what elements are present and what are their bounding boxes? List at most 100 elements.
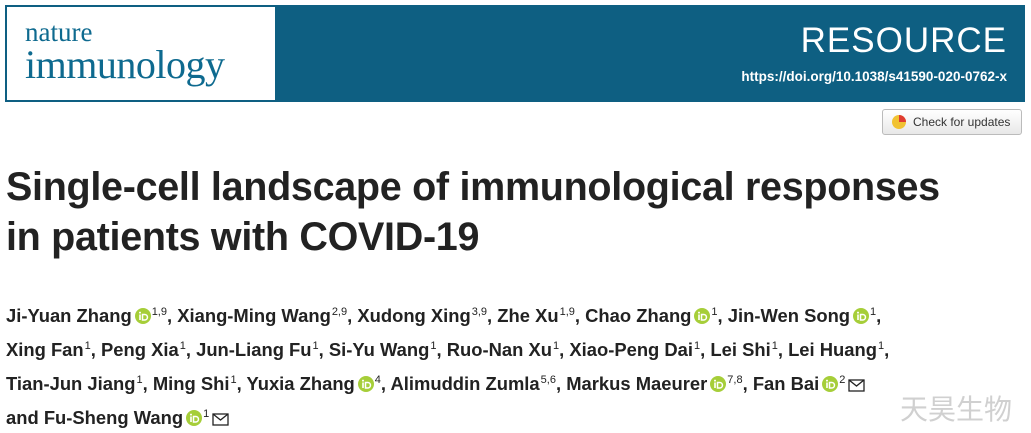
- author-name: Alimuddin Zumla: [390, 373, 540, 394]
- separator: ,: [555, 373, 562, 394]
- separator: ,: [318, 339, 324, 360]
- separator: ,: [717, 305, 723, 326]
- affiliation: 1: [711, 306, 718, 318]
- author-name: Ruo-Nan Xu: [446, 339, 552, 360]
- separator: ,: [90, 339, 96, 360]
- author-name: Xiang-Ming Wang: [177, 305, 331, 326]
- affiliation: 1,9: [559, 306, 575, 318]
- author: Xudong Xing3,9: [357, 305, 487, 326]
- affiliation: 1: [179, 340, 186, 352]
- button-label: Check for updates: [913, 115, 1011, 129]
- author-name: Ji-Yuan Zhang: [6, 305, 132, 326]
- author: Peng Xia1: [101, 339, 186, 360]
- orcid-icon[interactable]: [694, 308, 711, 324]
- author: Jin-Wen Song 1: [728, 305, 876, 326]
- affiliation: 2,9: [331, 306, 348, 318]
- author-name: Xiao-Peng Dai: [569, 339, 694, 360]
- orcid-icon[interactable]: [853, 308, 870, 324]
- separator: ,: [884, 339, 890, 360]
- affiliation: 1: [552, 340, 560, 352]
- orcid-icon[interactable]: [186, 410, 203, 426]
- journal-name: nature: [25, 17, 93, 47]
- affiliation: 1: [136, 374, 143, 386]
- orcid-icon[interactable]: [710, 376, 727, 392]
- separator: ,: [142, 373, 148, 394]
- author: Ruo-Nan Xu1: [447, 339, 559, 360]
- author: Si-Yu Wang1: [329, 339, 437, 360]
- author: Chao Zhang 1: [585, 305, 717, 326]
- article-title: in patients with COVID-19: [6, 215, 480, 259]
- author-name: Ming Shi: [152, 373, 230, 394]
- orcid-icon[interactable]: [134, 308, 151, 324]
- affiliation: 1: [877, 340, 885, 352]
- affiliation: 7,8: [727, 374, 743, 386]
- update-icon: [892, 115, 906, 129]
- author: Ming Shi1: [153, 373, 237, 394]
- author: Fu-Sheng Wang 1: [44, 407, 229, 428]
- email-icon: [848, 379, 866, 392]
- separator: ,: [700, 339, 706, 360]
- email-icon: [212, 413, 229, 426]
- author: Lei Huang1: [788, 339, 884, 360]
- author: Zhe Xu1,9: [497, 305, 575, 326]
- author-name: Fan Bai: [752, 373, 820, 394]
- affiliation: 1,9: [151, 306, 167, 318]
- author-name: Xing Fan: [6, 339, 84, 360]
- article-type: RESOURCE: [800, 21, 1007, 60]
- journal-logo: nature immunology: [7, 7, 275, 100]
- separator: ,: [777, 339, 783, 360]
- author-name: Si-Yu Wang: [328, 339, 430, 360]
- separator: ,: [380, 373, 387, 394]
- author: Jun-Liang Fu1: [196, 339, 319, 360]
- header-band: RESOURCE https://doi.org/10.1038/s41590-…: [275, 7, 1023, 100]
- author: Markus Maeurer 7,8: [566, 373, 742, 394]
- affiliation: 2: [839, 374, 846, 386]
- affiliation: 3,9: [471, 306, 488, 318]
- author-name: Lei Shi: [710, 339, 771, 360]
- author-list: Ji-Yuan Zhang 1,9, Xiang-Ming Wang2,9, Xu…: [6, 297, 889, 433]
- author: Tian-Jun Jiang1: [6, 373, 143, 394]
- separator: ,: [742, 373, 748, 394]
- orcid-icon[interactable]: [822, 376, 839, 392]
- author: Ji-Yuan Zhang 1,9: [6, 305, 167, 326]
- conjunction: and: [6, 407, 39, 428]
- journal-name: immunology: [25, 42, 225, 87]
- author: Yuxia Zhang 4: [246, 373, 380, 394]
- affiliation: 1: [694, 340, 701, 352]
- orcid-icon[interactable]: [357, 376, 374, 392]
- check-updates-button[interactable]: Check for updates: [882, 109, 1022, 135]
- separator: ,: [436, 339, 442, 360]
- affiliation: 4: [374, 374, 381, 386]
- author-name: Xudong Xing: [357, 305, 471, 326]
- author: Xiao-Peng Dai1: [569, 339, 700, 360]
- separator: ,: [487, 305, 493, 326]
- author-name: Fu-Sheng Wang: [43, 407, 184, 428]
- affiliation: 1: [203, 408, 210, 420]
- author-name: Yuxia Zhang: [246, 373, 355, 394]
- author: Xiang-Ming Wang2,9: [177, 305, 347, 326]
- affiliation: 5,6: [540, 374, 556, 386]
- author-name: Tian-Jun Jiang: [6, 373, 136, 394]
- affiliation: 1: [771, 340, 778, 352]
- separator: ,: [559, 339, 565, 360]
- affiliation: 1: [312, 340, 319, 352]
- separator: ,: [347, 305, 353, 326]
- separator: ,: [574, 305, 581, 326]
- author-name: Peng Xia: [101, 339, 179, 360]
- author-name: Zhe Xu: [497, 305, 559, 326]
- author-name: Jin-Wen Song: [727, 305, 851, 326]
- author-name: Jun-Liang Fu: [196, 339, 312, 360]
- author-name: Chao Zhang: [585, 305, 692, 326]
- author-name: Lei Huang: [788, 339, 877, 360]
- author: Fan Bai 2: [753, 373, 866, 394]
- journal-header: nature immunology RESOURCE https://doi.o…: [5, 5, 1025, 102]
- separator: ,: [876, 305, 882, 326]
- affiliation: 1: [870, 306, 877, 318]
- author: Alimuddin Zumla5,6: [390, 373, 555, 394]
- doi-link[interactable]: https://doi.org/10.1038/s41590-020-0762-…: [741, 69, 1007, 84]
- affiliation: 1: [84, 340, 91, 352]
- author-name: Markus Maeurer: [566, 373, 708, 394]
- separator: ,: [236, 373, 242, 394]
- separator: ,: [166, 305, 173, 326]
